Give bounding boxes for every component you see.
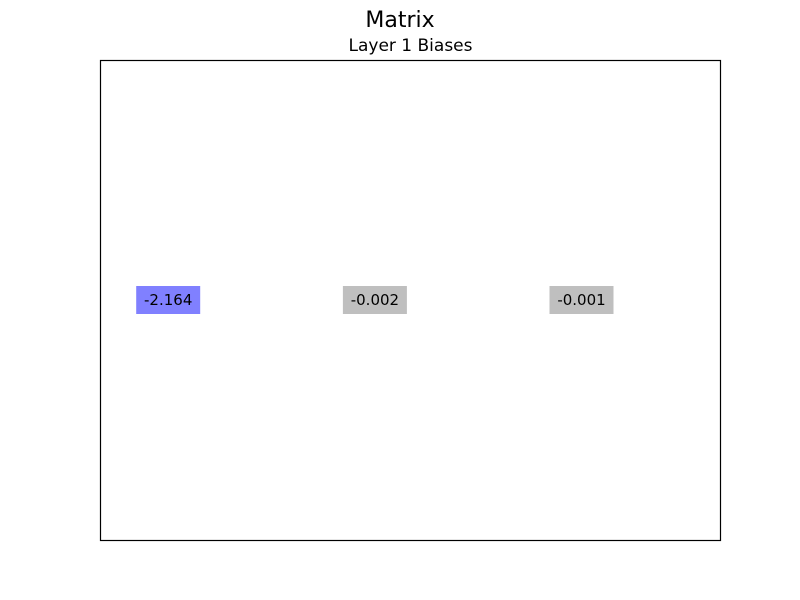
- matrix-cell-value: -0.002: [351, 291, 399, 309]
- matrix-cell-box: [136, 286, 201, 314]
- matrix-cell-box: [342, 286, 407, 314]
- matrix-cell-value: -0.001: [557, 291, 605, 309]
- chart-title: Layer 1 Biases: [348, 36, 473, 56]
- matrix-cell-box: [549, 286, 614, 314]
- matrix-cells: -2.164 -0.002 -0.001: [136, 286, 614, 314]
- figure-title: Matrix: [365, 8, 435, 33]
- axes-frame: [99, 59, 722, 542]
- matrix-cell-value: -2.164: [144, 291, 192, 309]
